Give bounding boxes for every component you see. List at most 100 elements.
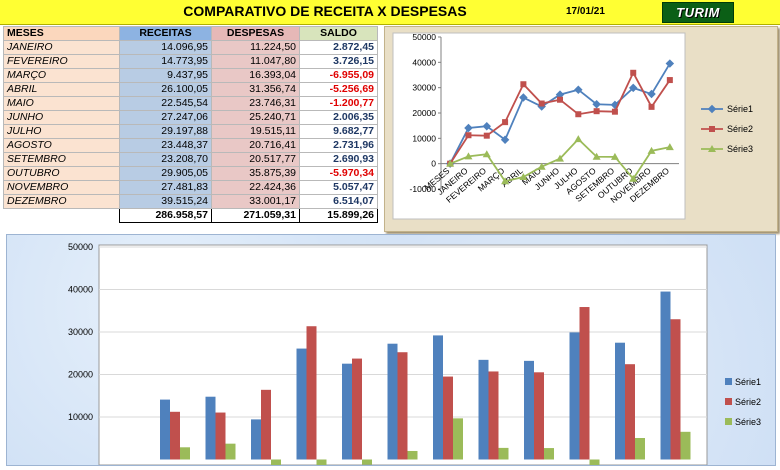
despesa-cell[interactable]: 25.240,71 <box>211 110 300 125</box>
receita-cell[interactable]: 26.100,05 <box>119 82 212 97</box>
saldo-cell[interactable]: 6.514,07 <box>299 194 378 209</box>
saldo-cell[interactable]: 2.872,45 <box>299 40 378 55</box>
line-point-serie2 <box>502 119 509 126</box>
month-cell[interactable]: JANEIRO <box>3 40 120 55</box>
month-cell[interactable]: MARÇO <box>3 68 120 83</box>
total-despesas[interactable]: 271.059,31 <box>211 208 300 223</box>
sheet-date: 17/01/21 <box>566 6 605 17</box>
despesa-cell[interactable]: 20.716,41 <box>211 138 300 153</box>
line-legend-marker <box>707 104 717 114</box>
despesa-cell[interactable]: 19.515,11 <box>211 124 300 139</box>
saldo-cell[interactable]: 9.682,77 <box>299 124 378 139</box>
month-cell[interactable]: FEVEREIRO <box>3 54 120 69</box>
line-point-serie1 <box>574 85 583 94</box>
line-point-serie1 <box>519 93 528 102</box>
bar-serie2 <box>534 372 544 460</box>
receita-cell[interactable]: 27.247,06 <box>119 110 212 125</box>
bar-serie2 <box>443 376 453 460</box>
line-legend-marker <box>709 126 715 132</box>
column-header-despesas[interactable]: DESPESAS <box>211 26 300 41</box>
month-cell[interactable]: AGOSTO <box>3 138 120 153</box>
month-cell[interactable]: NOVEMBRO <box>3 180 120 195</box>
bar-serie2 <box>625 364 635 460</box>
column-header-saldo[interactable]: SALDO <box>299 26 378 41</box>
despesa-cell[interactable]: 33.001,17 <box>211 194 300 209</box>
line-legend-label: Série3 <box>727 144 753 154</box>
despesa-cell[interactable]: 22.424,36 <box>211 180 300 195</box>
receita-cell[interactable]: 29.905,05 <box>119 166 212 181</box>
column-header-meses[interactable]: MESES <box>3 26 120 41</box>
month-cell[interactable]: JUNHO <box>3 110 120 125</box>
saldo-cell[interactable]: -6.955,09 <box>299 68 378 83</box>
line-plot-area <box>392 32 686 220</box>
despesa-cell[interactable]: 20.517,77 <box>211 152 300 167</box>
saldo-cell[interactable]: 3.726,15 <box>299 54 378 69</box>
receita-cell[interactable]: 39.515,24 <box>119 194 212 209</box>
table-row: SETEMBRO 23.208,70 20.517,77 2.690,93 <box>3 152 378 167</box>
month-cell[interactable]: SETEMBRO <box>3 152 120 167</box>
bar-legend-label: Série2 <box>735 397 761 407</box>
bar-serie3 <box>407 450 418 460</box>
saldo-cell[interactable]: -5.256,69 <box>299 82 378 97</box>
month-cell[interactable]: ABRIL <box>3 82 120 97</box>
despesa-cell[interactable]: 31.356,74 <box>211 82 300 97</box>
receita-cell[interactable]: 27.481,83 <box>119 180 212 195</box>
receita-cell[interactable]: 14.773,95 <box>119 54 212 69</box>
line-point-serie2 <box>666 77 673 84</box>
line-point-serie2 <box>557 96 563 103</box>
receita-cell[interactable]: 9.437,95 <box>119 68 212 83</box>
receita-cell[interactable]: 22.545,54 <box>119 96 212 111</box>
despesa-cell[interactable]: 11.047,80 <box>211 54 300 69</box>
bar-serie1 <box>615 342 625 460</box>
line-point-serie2 <box>575 111 582 118</box>
line-point-serie2 <box>538 100 545 107</box>
month-cell[interactable]: JULHO <box>3 124 120 139</box>
bar-serie3 <box>635 438 645 460</box>
saldo-cell[interactable]: 2.006,35 <box>299 110 378 125</box>
month-cell[interactable]: DEZEMBRO <box>3 194 120 209</box>
line-y-tick-label: 0 <box>431 159 436 169</box>
saldo-cell[interactable]: 2.690,93 <box>299 152 378 167</box>
bar-serie1 <box>296 348 307 460</box>
bar-serie1 <box>660 291 671 460</box>
line-point-serie3 <box>446 159 455 167</box>
despesa-cell[interactable]: 16.393,04 <box>211 68 300 83</box>
bar-serie3 <box>589 459 600 470</box>
line-point-serie2 <box>611 108 618 115</box>
despesa-cell[interactable]: 35.875,39 <box>211 166 300 181</box>
line-point-serie3 <box>501 177 510 185</box>
line-point-serie3 <box>665 143 674 151</box>
bar-serie3 <box>680 431 691 460</box>
saldo-cell[interactable]: 5.057,47 <box>299 180 378 195</box>
line-chart-panel[interactable]: -10000 0 10000 20000 30000 40000 50000 MESES JAN… <box>384 26 778 232</box>
line-y-tick-label: 40000 <box>412 57 436 67</box>
despesa-cell[interactable]: 23.746,31 <box>211 96 300 111</box>
line-point-serie1 <box>592 100 601 109</box>
saldo-cell[interactable]: -5.970,34 <box>299 166 378 181</box>
month-cell[interactable]: OUTUBRO <box>3 166 120 181</box>
line-y-tick-label: 50000 <box>412 32 436 42</box>
month-cell[interactable]: MAIO <box>3 96 120 111</box>
bar-serie2 <box>215 412 226 460</box>
total-saldo[interactable]: 15.899,26 <box>299 208 378 223</box>
saldo-cell[interactable]: 2.731,96 <box>299 138 378 153</box>
line-point-serie3 <box>629 174 638 182</box>
receita-cell[interactable]: 23.448,37 <box>119 138 212 153</box>
bar-y-tick-label: 50000 <box>68 242 93 252</box>
receita-cell[interactable]: 14.096,95 <box>119 40 212 55</box>
line-point-serie3 <box>610 152 619 160</box>
bar-chart-panel[interactable]: 10000 20000 30000 40000 50000 Série1 Série2 Sér… <box>6 234 776 470</box>
total-receitas[interactable]: 286.958,57 <box>119 208 212 223</box>
receita-cell[interactable]: 23.208,70 <box>119 152 212 167</box>
despesa-cell[interactable]: 11.224,50 <box>211 40 300 55</box>
saldo-cell[interactable]: -1.200,77 <box>299 96 378 111</box>
line-point-serie2 <box>465 132 472 139</box>
receita-cell[interactable]: 29.197,88 <box>119 124 212 139</box>
bar-serie1 <box>433 335 443 460</box>
line-chart: -1000001000020000300004000050000MESESJAN… <box>392 32 753 220</box>
bar-legend-swatch <box>725 418 732 425</box>
column-header-receitas[interactable]: RECEITAS <box>119 26 212 41</box>
bar-serie2 <box>397 352 408 460</box>
line-point-serie1 <box>665 59 675 68</box>
bar-serie1 <box>342 363 352 460</box>
